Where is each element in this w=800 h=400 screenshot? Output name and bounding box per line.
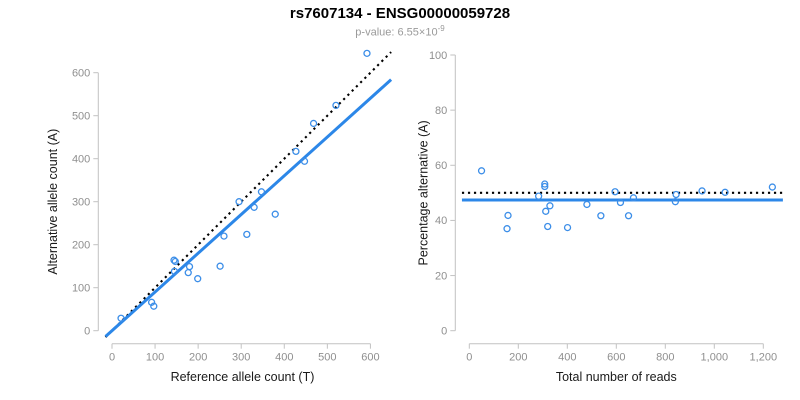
- y-tick-label: 100: [72, 283, 90, 295]
- y-axis-title: Percentage alternative (A): [417, 120, 431, 265]
- p-value-text: p-value: 6.55×10: [355, 26, 438, 39]
- data-point: [185, 262, 194, 271]
- data-point: [257, 188, 266, 196]
- data-point: [216, 262, 224, 270]
- data-point: [194, 275, 202, 283]
- x-tick-label: 0: [109, 352, 115, 364]
- figure-title: rs7607134 - ENSG00000059728: [289, 5, 511, 22]
- data-point: [671, 198, 679, 206]
- data-point: [309, 119, 318, 128]
- data-point: [250, 203, 258, 211]
- data-point: [672, 190, 680, 199]
- data-point: [544, 222, 552, 231]
- y-tick-label: 500: [72, 111, 90, 123]
- x-tick-label: 0: [466, 352, 472, 364]
- y-tick-label: 40: [435, 215, 447, 227]
- data-point: [541, 180, 549, 188]
- x-tick-label: 800: [656, 352, 674, 364]
- p-value-label: p-value: 6.55×10-9: [0, 24, 800, 39]
- x-tick-label: 1,200: [750, 352, 778, 364]
- data-point: [698, 187, 706, 195]
- fit-line: [104, 78, 393, 338]
- y-tick-label: 200: [72, 240, 90, 252]
- data-point: [147, 298, 156, 306]
- data-point: [170, 267, 179, 276]
- data-point: [534, 192, 543, 200]
- x-tick-label: 600: [361, 352, 379, 364]
- data-point: [235, 198, 243, 206]
- data-point: [616, 198, 625, 207]
- data-point: [292, 147, 300, 156]
- y-tick-label: 600: [72, 68, 90, 80]
- data-point: [504, 211, 512, 220]
- y-tick-label: 100: [429, 50, 447, 62]
- x-tick-label: 200: [509, 352, 527, 364]
- data-point: [150, 302, 158, 310]
- x-tick-label: 200: [189, 352, 207, 364]
- data-point: [546, 202, 554, 210]
- data-point: [117, 314, 125, 322]
- x-tick-label: 400: [558, 352, 576, 364]
- y-tick-label: 60: [435, 160, 447, 172]
- data-point: [721, 188, 729, 196]
- data-point: [243, 230, 251, 239]
- data-point: [629, 194, 638, 202]
- data-point: [563, 223, 572, 232]
- p-value-exponent: -9: [437, 24, 445, 33]
- data-point: [597, 212, 605, 220]
- y-tick-label: 400: [72, 154, 90, 166]
- x-axis-title: Total number of reads: [556, 370, 677, 384]
- x-tick-label: 400: [275, 352, 293, 364]
- data-point: [583, 200, 591, 209]
- y-tick-label: 300: [72, 197, 90, 209]
- data-point: [477, 167, 486, 175]
- data-point: [300, 157, 309, 165]
- y-tick-label: 0: [84, 326, 90, 338]
- x-tick-label: 600: [607, 352, 625, 364]
- x-tick-label: 100: [146, 352, 164, 364]
- y-tick-label: 80: [435, 105, 447, 117]
- y-tick-label: 0: [441, 326, 447, 338]
- data-point: [363, 49, 371, 57]
- y-tick-label: 20: [435, 270, 447, 282]
- data-point: [541, 182, 549, 191]
- data-point: [768, 183, 777, 191]
- x-tick-label: 300: [232, 352, 250, 364]
- data-point: [220, 232, 228, 240]
- data-point: [542, 207, 550, 215]
- data-point: [503, 225, 511, 233]
- identity-line: [104, 51, 392, 338]
- data-point: [611, 188, 619, 196]
- data-point: [184, 268, 192, 277]
- x-axis-title: Reference allele count (T): [171, 370, 315, 384]
- data-point: [171, 257, 179, 266]
- data-point: [170, 256, 178, 264]
- x-tick-label: 500: [318, 352, 336, 364]
- data-point: [332, 101, 340, 110]
- y-axis-title: Alternative allele count (A): [46, 129, 60, 275]
- data-point: [624, 212, 633, 220]
- data-point: [271, 210, 279, 218]
- x-tick-label: 1,000: [701, 352, 729, 364]
